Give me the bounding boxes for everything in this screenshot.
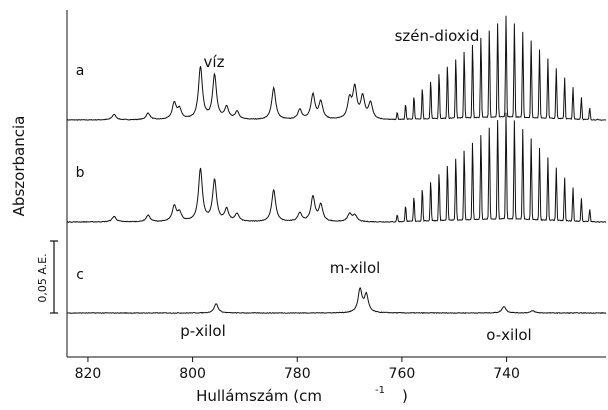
y-axis-title: Abszorbancia (10, 116, 28, 217)
x-tick-label: 800 (179, 366, 206, 382)
x-tick-label: 820 (75, 366, 102, 382)
x-tick-label: 760 (389, 366, 416, 382)
scale-bar-label: 0,05 A.E. (36, 253, 49, 302)
trace-label-a: a (76, 63, 85, 79)
trace-labels: a b c (76, 63, 85, 283)
scale-bar: 0,05 A.E. (36, 240, 58, 314)
x-axis-title: Hullámszám (cm (196, 387, 322, 405)
annotation-p-xilol: p-xilol (180, 322, 226, 340)
spectrum-traces (66, 15, 607, 314)
trace-a (66, 15, 607, 121)
trace-label-c: c (76, 267, 84, 283)
annotation-szen-dioxid: szén-dioxid (395, 27, 480, 45)
annotation-o-xilol: o-xilol (486, 326, 531, 344)
x-tick-label: 780 (284, 366, 311, 382)
trace-label-b: b (76, 165, 85, 181)
trace-c (66, 287, 607, 314)
x-tick-label: 740 (493, 366, 520, 382)
x-axis-title-superscript: -1 (375, 385, 385, 396)
annotation-viz: víz (204, 53, 225, 71)
x-axis-title-close: ) (402, 387, 408, 405)
trace-b (66, 112, 607, 223)
x-tick-group: 820 800 780 760 740 (75, 357, 520, 382)
annotation-m-xilol: m-xilol (330, 259, 381, 277)
